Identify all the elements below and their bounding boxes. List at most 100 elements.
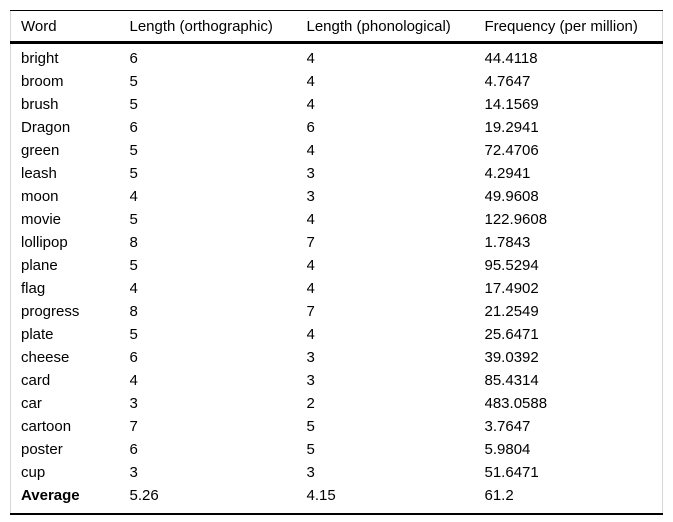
table-cell-len_orth: 6	[129, 50, 138, 67]
table-row: moon 4 3 49.9608	[11, 185, 663, 208]
table-cell-len_orth: 8	[129, 303, 138, 320]
table-cell-len_phon: 4	[306, 326, 315, 343]
table-cell-len_phon: 4	[306, 50, 315, 67]
average-length-phonological-cell: 4.15	[306, 484, 485, 515]
table-cell-word: card	[21, 372, 51, 389]
table-cell-freq: 19.2941	[484, 119, 539, 136]
table-cell-len_orth: 5	[129, 73, 138, 90]
table-row: brush 5 4 14.1569	[11, 93, 663, 116]
table-row: flag 4 4 17.4902	[11, 277, 663, 300]
table-cell-freq: 3.7647	[484, 418, 531, 435]
table-cell-freq: 122.9608	[484, 211, 548, 228]
table-cell-freq: 5.9804	[484, 441, 531, 458]
table-row: bright 6 4 44.4118	[11, 43, 663, 71]
table-cell-freq: 483.0588	[484, 395, 548, 412]
table-cell-word: bright	[21, 50, 59, 67]
table-cell-len_orth: 6	[129, 349, 138, 366]
table-cell-word: green	[21, 142, 60, 159]
table-cell-freq: 72.4706	[484, 142, 539, 159]
table-cell-len_orth: 6	[129, 119, 138, 136]
table-body: bright 6 4 44.4118 broom 5 4 4.7647 brush 5 4 14.15…	[11, 43, 663, 485]
table-cell-freq: 21.2549	[484, 303, 539, 320]
table-cell-freq: 4.2941	[484, 165, 531, 182]
average-row: Average 5.26 4.15 61.2	[10, 484, 663, 515]
table-cell-freq: 49.9608	[484, 188, 539, 205]
table-cell-len_phon: 2	[306, 395, 315, 412]
table-row: broom 5 4 4.7647	[11, 70, 663, 93]
table-cell-len_orth: 6	[129, 441, 138, 458]
table-cell-word: flag	[21, 280, 46, 297]
table-cell-len_orth: 3	[129, 395, 138, 412]
column-header-length-orthographic: Length (orthographic)	[129, 10, 307, 44]
table-cell-word: poster	[21, 441, 63, 458]
table-cell-word: cheese	[21, 349, 70, 366]
table-cell-len_orth: 4	[129, 372, 138, 389]
table-cell-freq: 1.7843	[484, 234, 531, 251]
table-cell-len_orth: 4	[129, 188, 138, 205]
table-header: Word Length (orthographic) Length (phono…	[10, 10, 663, 44]
table-cell-len_phon: 4	[306, 142, 315, 159]
table-cell-freq: 17.4902	[484, 280, 539, 297]
table-cell-freq: 44.4118	[484, 50, 538, 67]
table-cell-len_phon: 3	[306, 188, 315, 205]
table-cell-len_orth: 7	[129, 418, 138, 435]
column-header-frequency: Frequency (per million)	[484, 10, 663, 44]
table-cell-word: leash	[21, 165, 57, 182]
average-length-orthographic-cell: 5.26	[129, 484, 307, 515]
table-cell-word: lollipop	[21, 234, 68, 251]
table-cell-len_orth: 5	[129, 257, 138, 274]
table-cell-freq: 14.1569	[484, 96, 539, 113]
table-cell-word: movie	[21, 211, 62, 228]
table-footer: Average 5.26 4.15 61.2	[10, 484, 663, 515]
table-cell-word: Dragon	[21, 119, 71, 136]
table-cell-len_phon: 5	[306, 441, 315, 458]
table-row: green 5 4 72.4706	[11, 139, 663, 162]
table-cell-len_orth: 4	[129, 280, 138, 297]
table-cell-len_phon: 5	[306, 418, 315, 435]
table-row: card 4 3 85.4314	[11, 369, 663, 392]
average-frequency-cell: 61.2	[484, 484, 663, 515]
table-cell-len_phon: 6	[306, 119, 315, 136]
table-row: leash 5 3 4.2941	[11, 162, 663, 185]
table-cell-word: cartoon	[21, 418, 72, 435]
table-cell-len_orth: 5	[129, 165, 138, 182]
table-cell-word: plane	[21, 257, 58, 274]
table-cell-freq: 51.6471	[484, 464, 539, 481]
table-row: lollipop 8 7 1.7843	[11, 231, 663, 254]
table-cell-len_phon: 3	[306, 165, 315, 182]
table-cell-len_phon: 3	[306, 349, 315, 366]
table-cell-freq: 25.6471	[484, 326, 539, 343]
table-row: cartoon 7 5 3.7647	[11, 415, 663, 438]
table-row: Dragon 6 6 19.2941	[11, 116, 663, 139]
table-row: movie 5 4 122.9608	[11, 208, 663, 231]
table-cell-freq: 4.7647	[484, 73, 531, 90]
table-cell-word: cup	[21, 464, 46, 481]
table-row: car 3 2 483.0588	[11, 392, 663, 415]
table-row: plate 5 4 25.6471	[11, 323, 663, 346]
table-cell-len_phon: 4	[306, 280, 315, 297]
average-label-cell: Average	[10, 484, 130, 515]
table-cell-freq: 95.5294	[484, 257, 539, 274]
table-cell-len_orth: 3	[129, 464, 138, 481]
word-stats-table: Word Length (orthographic) Length (phono…	[10, 10, 663, 515]
column-header-length-phonological: Length (phonological)	[306, 10, 485, 44]
table-row: progress 8 7 21.2549	[11, 300, 663, 323]
table-row: poster 6 5 5.9804	[11, 438, 663, 461]
table-row: cup 3 3 51.6471	[11, 461, 663, 484]
table-cell-len_orth: 5	[129, 326, 138, 343]
table-cell-len_phon: 3	[306, 372, 315, 389]
word-stats-table-wrap: Word Length (orthographic) Length (phono…	[10, 10, 663, 515]
table-cell-word: brush	[21, 96, 59, 113]
table-cell-word: car	[21, 395, 42, 412]
table-row: plane 5 4 95.5294	[11, 254, 663, 277]
table-cell-len_orth: 5	[129, 211, 138, 228]
table-cell-len_orth: 5	[129, 96, 138, 113]
column-header-word: Word	[10, 10, 130, 44]
table-cell-len_orth: 8	[129, 234, 138, 251]
table-cell-word: broom	[21, 73, 64, 90]
table-row: cheese 6 3 39.0392	[11, 346, 663, 369]
header-row: Word Length (orthographic) Length (phono…	[10, 10, 663, 44]
table-cell-len_phon: 7	[306, 234, 315, 251]
table-cell-len_phon: 4	[306, 257, 315, 274]
